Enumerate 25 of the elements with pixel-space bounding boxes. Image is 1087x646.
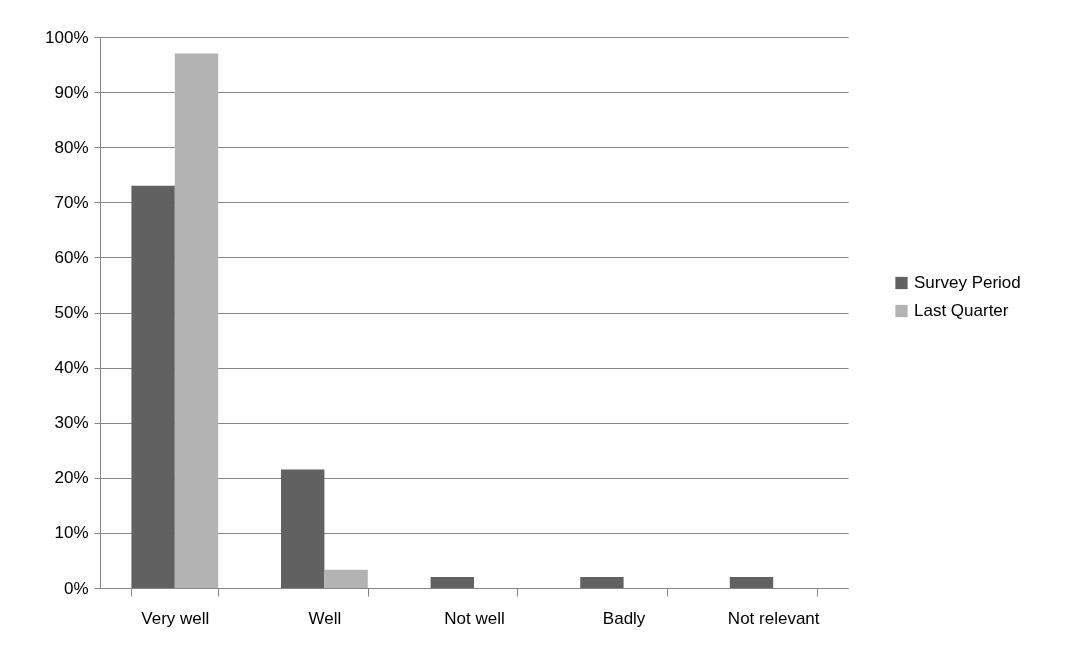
y-tick-label: 70% [54, 192, 89, 212]
x-tick-label: Very well [141, 608, 210, 628]
y-tick-label: 50% [54, 303, 89, 322]
bar [324, 569, 368, 588]
legend-label: Last Quarter [914, 301, 1009, 320]
y-tick-label: 10% [54, 523, 89, 543]
x-tick-label: Not well [444, 608, 505, 628]
bar [430, 576, 474, 588]
bar [131, 185, 175, 588]
y-tick-label: 80% [54, 137, 89, 157]
bar [281, 469, 325, 588]
y-tick-label: 30% [54, 413, 89, 433]
y-tick-label: 20% [54, 468, 89, 488]
y-tick-label: 0% [63, 578, 89, 598]
x-tick-label: Badly [602, 608, 646, 628]
legend-label: Survey Period [914, 273, 1021, 292]
bar [729, 576, 774, 588]
y-tick-label: 100% [45, 27, 89, 47]
y-tick-label: 40% [54, 358, 89, 378]
bar [580, 576, 624, 588]
x-tick-label: Not relevant [727, 608, 820, 628]
y-tick-label: 60% [54, 247, 89, 267]
bar [174, 53, 219, 588]
x-tick-label: Well [308, 608, 342, 628]
y-tick-label: 90% [54, 82, 89, 102]
